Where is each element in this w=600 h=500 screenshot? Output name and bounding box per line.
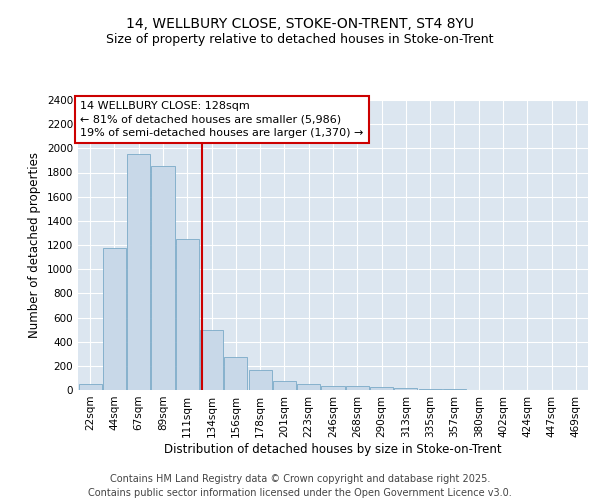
Text: Size of property relative to detached houses in Stoke-on-Trent: Size of property relative to detached ho… — [106, 32, 494, 46]
Y-axis label: Number of detached properties: Number of detached properties — [28, 152, 41, 338]
X-axis label: Distribution of detached houses by size in Stoke-on-Trent: Distribution of detached houses by size … — [164, 442, 502, 456]
Bar — [127, 154, 150, 390]
Text: 14 WELLBURY CLOSE: 128sqm
← 81% of detached houses are smaller (5,986)
19% of se: 14 WELLBURY CLOSE: 128sqm ← 81% of detac… — [80, 101, 364, 138]
Bar — [370, 387, 393, 390]
Bar — [79, 384, 101, 390]
Text: 14, WELLBURY CLOSE, STOKE-ON-TRENT, ST4 8YU: 14, WELLBURY CLOSE, STOKE-ON-TRENT, ST4 … — [126, 18, 474, 32]
Bar — [103, 248, 126, 390]
Bar — [346, 386, 369, 390]
Text: Contains HM Land Registry data © Crown copyright and database right 2025.
Contai: Contains HM Land Registry data © Crown c… — [88, 474, 512, 498]
Bar — [176, 239, 199, 390]
Bar — [297, 384, 320, 390]
Bar — [200, 330, 223, 390]
Bar — [224, 358, 247, 390]
Bar — [248, 370, 272, 390]
Bar — [151, 166, 175, 390]
Bar — [273, 381, 296, 390]
Bar — [394, 388, 418, 390]
Bar — [322, 386, 344, 390]
